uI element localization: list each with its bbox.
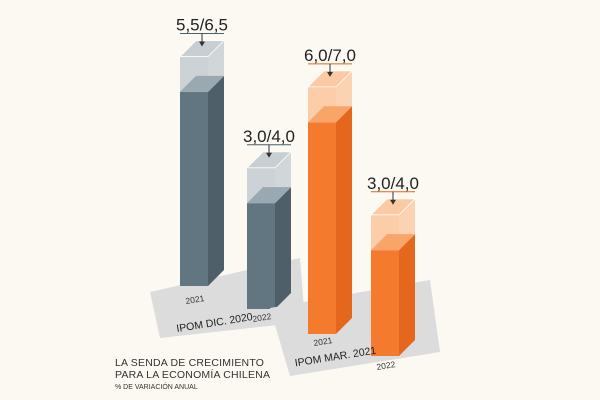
year-tick-label: 2021 [313,335,334,348]
bar-side [208,75,224,286]
chart-subtitle: % DE VARIACIÓN ANUAL [115,384,198,391]
bar-side [275,187,291,309]
bar [180,91,208,286]
year-tick-label: 2021 [185,293,206,306]
year-tick-label: 2022 [252,311,273,324]
bar-low-top [371,234,415,251]
chart-title-line2: PARA LA ECONOMÍA CHILENA [115,369,271,381]
bar-side [336,106,352,334]
label-arrowhead [390,199,396,205]
label-arrowhead [327,71,333,77]
label-arrowhead [266,152,272,158]
bar-value-label: 3,0/4,0 [243,127,295,146]
bar-top [307,70,353,88]
bar-low-top [180,75,224,92]
bar-side [399,234,415,356]
label-arrowhead [199,41,205,47]
bar-value-label: 6,0/7,0 [304,46,356,65]
chart-caption: LA SENDA DE CRECIMIENTO PARA LA ECONOMÍA… [115,357,270,393]
bar [308,122,336,334]
bar-top [370,198,416,216]
bar-low-top [308,106,352,123]
bar-top [179,40,225,57]
bar [371,250,399,356]
year-tick-label: 2022 [376,359,397,372]
chart-title: LA SENDA DE CRECIMIENTO [115,357,265,369]
bar-value-label: 5,5/6,5 [176,16,228,35]
bar-top [246,151,292,169]
bar [247,203,275,309]
bar-value-label: 3,0/4,0 [367,174,419,193]
bar-low-top [247,187,291,204]
